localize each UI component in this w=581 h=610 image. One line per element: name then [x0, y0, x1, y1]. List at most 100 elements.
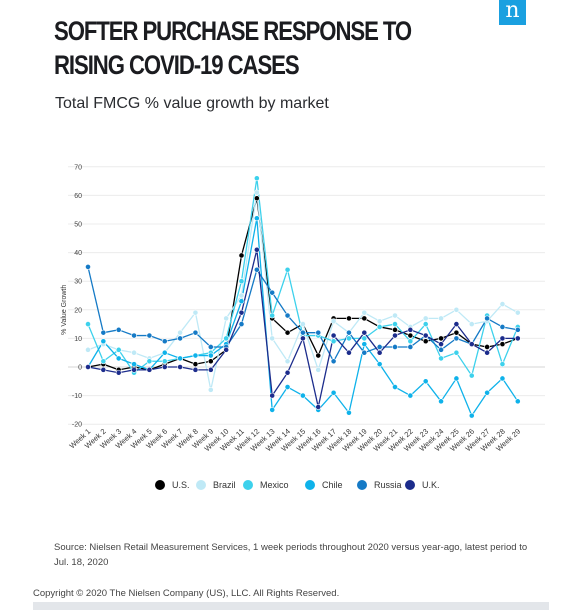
- data-point: [115, 346, 122, 353]
- data-point: [346, 409, 352, 416]
- data-point: [238, 321, 245, 327]
- data-point: [192, 366, 199, 373]
- data-point: [238, 292, 245, 299]
- data-point: [253, 266, 260, 273]
- y-tick-label: -10: [72, 393, 82, 400]
- data-point: [468, 341, 475, 348]
- data-point: [177, 335, 183, 342]
- data-point: [269, 312, 276, 319]
- y-tick-label: 40: [74, 250, 82, 257]
- y-tick-label: 20: [74, 307, 82, 314]
- data-point: [453, 349, 460, 356]
- data-point: [453, 321, 460, 327]
- data-point: [207, 344, 214, 350]
- data-point: [438, 341, 444, 348]
- logo-letter: n: [505, 0, 520, 23]
- data-point: [85, 321, 91, 327]
- data-point: [100, 329, 107, 336]
- data-point: [284, 312, 291, 319]
- data-point: [422, 378, 429, 385]
- data-point: [223, 335, 230, 342]
- data-point: [468, 372, 475, 379]
- data-point: [253, 189, 260, 196]
- data-point: [177, 364, 183, 370]
- data-point: [484, 315, 490, 322]
- y-tick-label: 10: [74, 336, 82, 343]
- data-point: [238, 309, 245, 316]
- title-block: SOFTER PURCHASE RESPONSE TO RISING COVID…: [54, 14, 574, 84]
- series-line: [87, 191, 519, 391]
- data-point: [330, 318, 337, 325]
- data-point: [299, 392, 306, 399]
- data-point: [299, 321, 306, 327]
- data-point: [207, 352, 214, 359]
- data-point: [514, 398, 521, 405]
- data-point: [376, 318, 383, 325]
- data-point: [284, 384, 291, 390]
- data-point: [253, 246, 260, 253]
- data-point: [330, 338, 337, 345]
- data-point: [484, 344, 490, 350]
- data-point: [315, 352, 322, 359]
- legend-marker: [155, 480, 165, 490]
- data-point: [514, 309, 521, 316]
- y-tick-label: 30: [74, 279, 82, 286]
- legend-label: Mexico: [260, 480, 289, 490]
- data-point: [484, 389, 490, 396]
- legend-marker: [305, 480, 315, 490]
- data-point: [85, 364, 91, 370]
- data-point: [438, 355, 444, 362]
- nielsen-logo: n: [499, 0, 526, 25]
- data-point: [253, 175, 260, 182]
- data-point: [514, 326, 521, 333]
- data-point: [407, 338, 414, 345]
- data-point: [438, 335, 444, 342]
- data-point: [177, 355, 183, 362]
- data-point: [453, 306, 460, 313]
- data-point: [361, 335, 368, 342]
- legend-marker: [357, 480, 367, 490]
- data-point: [161, 358, 168, 365]
- data-point: [392, 344, 398, 350]
- data-point: [499, 324, 506, 330]
- data-point: [253, 215, 260, 222]
- data-point: [361, 315, 368, 322]
- data-point: [131, 349, 137, 356]
- data-point: [499, 341, 506, 348]
- data-point: [376, 361, 383, 368]
- data-point: [238, 252, 245, 259]
- data-point: [284, 266, 291, 273]
- data-point: [146, 366, 153, 373]
- data-point: [346, 335, 352, 342]
- data-point: [407, 392, 414, 399]
- data-point: [284, 358, 291, 365]
- data-point: [131, 332, 137, 339]
- series-line: [87, 217, 519, 417]
- legend-label: Russia: [374, 480, 402, 490]
- data-point: [453, 335, 460, 342]
- data-point: [131, 361, 137, 368]
- data-point: [146, 358, 153, 365]
- chart-subtitle: Total FMCG % value growth by market: [55, 95, 329, 112]
- data-point: [223, 315, 230, 322]
- y-tick-label: -20: [72, 422, 82, 429]
- data-point: [330, 389, 337, 396]
- data-point: [284, 369, 291, 376]
- data-point: [161, 338, 168, 345]
- data-point: [438, 398, 444, 405]
- data-point: [192, 361, 199, 368]
- data-point: [315, 329, 322, 336]
- legend-marker: [243, 480, 253, 490]
- legend-marker: [405, 480, 415, 490]
- data-point: [392, 312, 398, 319]
- data-point: [468, 412, 475, 419]
- data-point: [161, 364, 168, 370]
- data-point: [299, 329, 306, 336]
- legend-label: U.S.: [172, 480, 190, 490]
- bottom-bar: [33, 602, 549, 610]
- data-point: [499, 301, 506, 307]
- data-point: [115, 326, 122, 333]
- data-point: [407, 332, 414, 339]
- data-point: [207, 386, 214, 393]
